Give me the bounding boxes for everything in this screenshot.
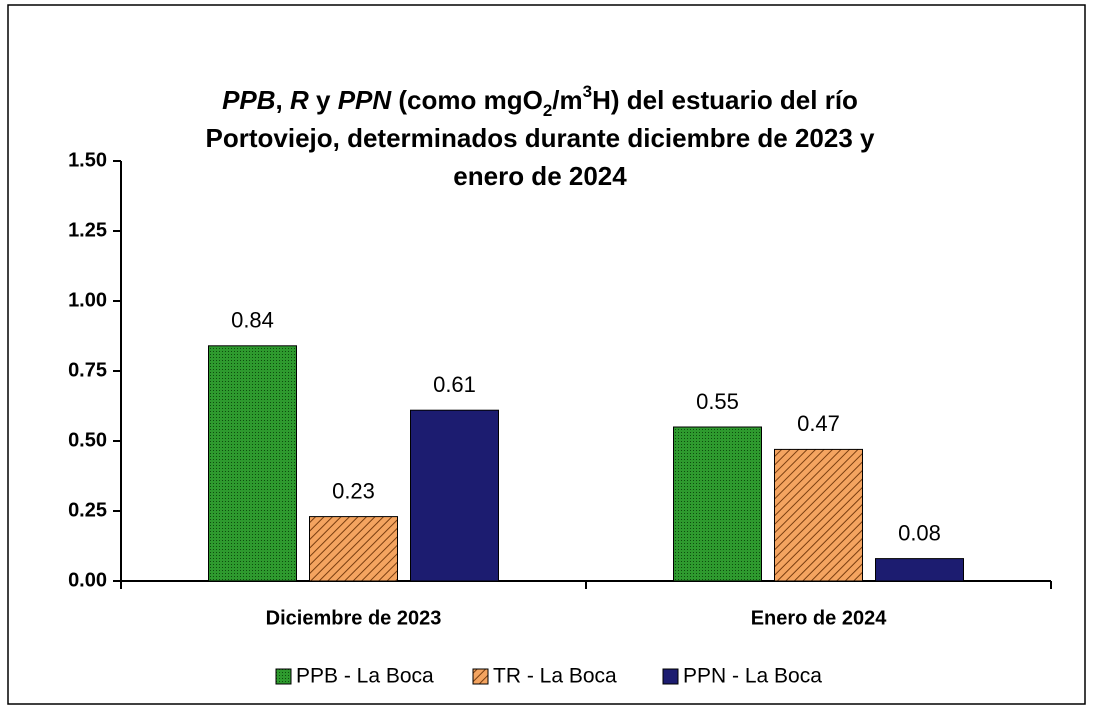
chart-title: Portoviejo, determinados durante diciemb…: [206, 123, 876, 153]
x-tick-label: Diciembre de 2023: [266, 607, 442, 629]
legend-label: TR - La Boca: [493, 665, 617, 688]
title-run: 2: [543, 101, 552, 120]
title-run: y: [309, 85, 338, 115]
bar: [774, 448, 863, 582]
chart-title: PPB, R y PPN (como mgO2/m3H) del estuari…: [222, 82, 858, 120]
bar: [875, 558, 964, 582]
title-run: (como mgO: [391, 85, 543, 115]
title-run: PPB: [222, 85, 275, 115]
title-run: enero de 2024: [453, 161, 627, 191]
y-tick-label: 0.75: [68, 359, 107, 381]
data-label: 0.47: [797, 411, 840, 436]
y-tick-label: 0.00: [68, 569, 107, 591]
bar: [208, 345, 297, 582]
bar: [673, 426, 762, 582]
legend-label: PPB - La Boca: [296, 665, 434, 688]
chart-title: enero de 2024: [453, 161, 627, 191]
title-run: Portoviejo, determinados durante diciemb…: [206, 123, 876, 153]
y-tick-label: 1.00: [68, 289, 107, 311]
legend-swatch: [662, 668, 679, 685]
data-label: 0.55: [696, 389, 739, 414]
legend-swatch: [275, 668, 292, 685]
title-run: PPN: [338, 85, 393, 115]
x-tick-label: Enero de 2024: [751, 607, 888, 629]
legend-label: PPN - La Boca: [683, 665, 822, 688]
y-tick-label: 0.50: [68, 429, 107, 451]
y-tick-label: 1.25: [68, 219, 107, 241]
data-label: 0.23: [332, 478, 375, 503]
data-label: 0.84: [231, 308, 274, 333]
title-run: 3: [583, 82, 592, 101]
data-label: 0.08: [898, 520, 941, 545]
y-tick-label: 1.50: [68, 149, 107, 171]
y-tick-label: 0.25: [68, 499, 107, 521]
bar: [410, 409, 499, 582]
chart-border: [7, 4, 1086, 705]
data-label: 0.61: [433, 372, 476, 397]
legend-swatch: [472, 668, 489, 685]
title-run: R: [290, 85, 309, 115]
title-run: /m: [552, 85, 582, 115]
title-run: H) del estuario del río: [592, 85, 858, 115]
title-run: ,: [276, 85, 290, 115]
bar: [309, 516, 398, 582]
